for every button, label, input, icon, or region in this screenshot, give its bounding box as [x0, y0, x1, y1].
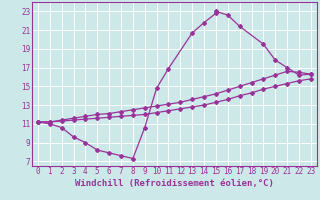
X-axis label: Windchill (Refroidissement éolien,°C): Windchill (Refroidissement éolien,°C): [75, 179, 274, 188]
